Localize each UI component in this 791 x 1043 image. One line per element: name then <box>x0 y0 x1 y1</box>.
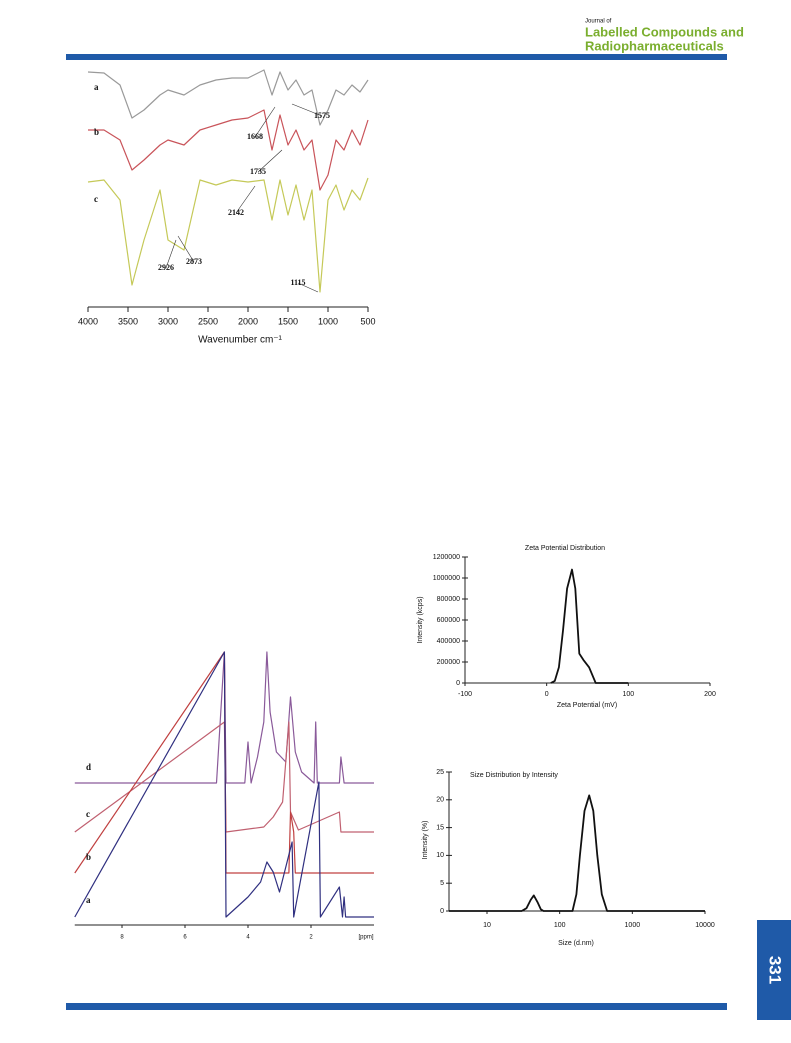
y-tick-label: 200000 <box>437 659 460 666</box>
x-tick-label: 500 <box>360 316 375 326</box>
x-tick-label: 4000 <box>78 316 98 326</box>
chart-title: Size Distribution by Intensity <box>470 772 558 779</box>
y-tick-label: 20 <box>436 797 444 804</box>
annotation: 2926 <box>158 263 174 272</box>
annotation-leader <box>297 282 319 293</box>
annotation-leader <box>257 149 283 173</box>
annotation-leader <box>235 185 256 214</box>
data-line <box>88 109 369 191</box>
series-label: b <box>86 852 91 862</box>
y-tick-label: 5 <box>440 880 444 887</box>
annotation: 1668 <box>247 132 263 141</box>
x-tick-label: 10 <box>483 922 491 929</box>
annotation: 1735 <box>250 167 266 176</box>
header-bar <box>66 54 727 60</box>
annotation: 2142 <box>228 208 244 217</box>
data-line <box>449 794 705 912</box>
y-tick-label: 600000 <box>437 617 460 624</box>
annotation-leader <box>177 235 195 263</box>
y-tick-label: 15 <box>436 824 444 831</box>
x-tick-label: 10000 <box>695 922 715 929</box>
x-tick-label: 0 <box>545 691 549 698</box>
x-tick-label: 1000 <box>318 316 338 326</box>
y-tick-label: 10 <box>436 852 444 859</box>
data-line <box>74 651 374 918</box>
x-tick-label: 100 <box>554 922 566 929</box>
x-axis-label: Zeta Potential (mV) <box>557 702 617 709</box>
y-axis-label: Intensity (kcps) <box>417 596 424 643</box>
series-label: a <box>94 82 99 92</box>
y-tick-label: 25 <box>436 769 444 776</box>
y-tick-label: 800000 <box>437 596 460 603</box>
y-tick-label: 0 <box>456 680 460 687</box>
data-line <box>550 568 629 684</box>
series-label: d <box>86 762 91 772</box>
annotation-leader <box>165 239 177 269</box>
annotation: 2873 <box>186 257 202 266</box>
y-tick-label: 400000 <box>437 638 460 645</box>
annotation: 1115 <box>290 278 305 287</box>
series-label: c <box>94 194 98 204</box>
data-line <box>87 69 369 126</box>
data-line <box>87 177 369 293</box>
annotation-leader <box>291 103 323 117</box>
x-axis-label: [ppm] <box>358 935 373 941</box>
annotation-leader <box>254 106 276 138</box>
y-tick-label: 1200000 <box>433 554 460 561</box>
x-tick-label: 200 <box>704 691 716 698</box>
journal-title: Radiopharmaceuticals <box>585 38 724 53</box>
y-axis-label: Intensity (%) <box>422 821 429 860</box>
x-tick-label: 3500 <box>118 316 138 326</box>
page-number: 331 <box>766 956 785 984</box>
journal-of: Journal of <box>585 19 612 25</box>
x-tick-label: -100 <box>458 691 472 698</box>
x-tick-label: 2000 <box>238 316 258 326</box>
x-tick-label: 6 <box>183 935 187 941</box>
series-label: c <box>86 809 90 819</box>
journal-title: Labelled Compounds and <box>585 24 744 39</box>
x-tick-label: 1500 <box>278 316 298 326</box>
data-line <box>74 651 374 784</box>
chart-title: Zeta Potential Distribution <box>525 545 605 552</box>
series-label: b <box>94 127 99 137</box>
x-tick-label: 2500 <box>198 316 218 326</box>
x-tick-label: 8 <box>120 935 124 941</box>
y-tick-label: 1000000 <box>433 575 460 582</box>
x-axis-label: Wavenumber cm⁻¹ <box>198 335 282 346</box>
x-axis-label: Size (d.nm) <box>558 940 594 947</box>
footer-bar <box>66 1003 727 1010</box>
x-tick-label: 3000 <box>158 316 178 326</box>
x-tick-label: 1000 <box>625 922 641 929</box>
annotation: 1575 <box>314 111 330 120</box>
x-tick-label: 4 <box>246 935 250 941</box>
y-tick-label: 0 <box>440 908 444 915</box>
x-tick-label: 100 <box>622 691 634 698</box>
page-tab <box>757 920 791 1020</box>
series-label: a <box>86 895 91 905</box>
x-tick-label: 2 <box>309 935 313 941</box>
